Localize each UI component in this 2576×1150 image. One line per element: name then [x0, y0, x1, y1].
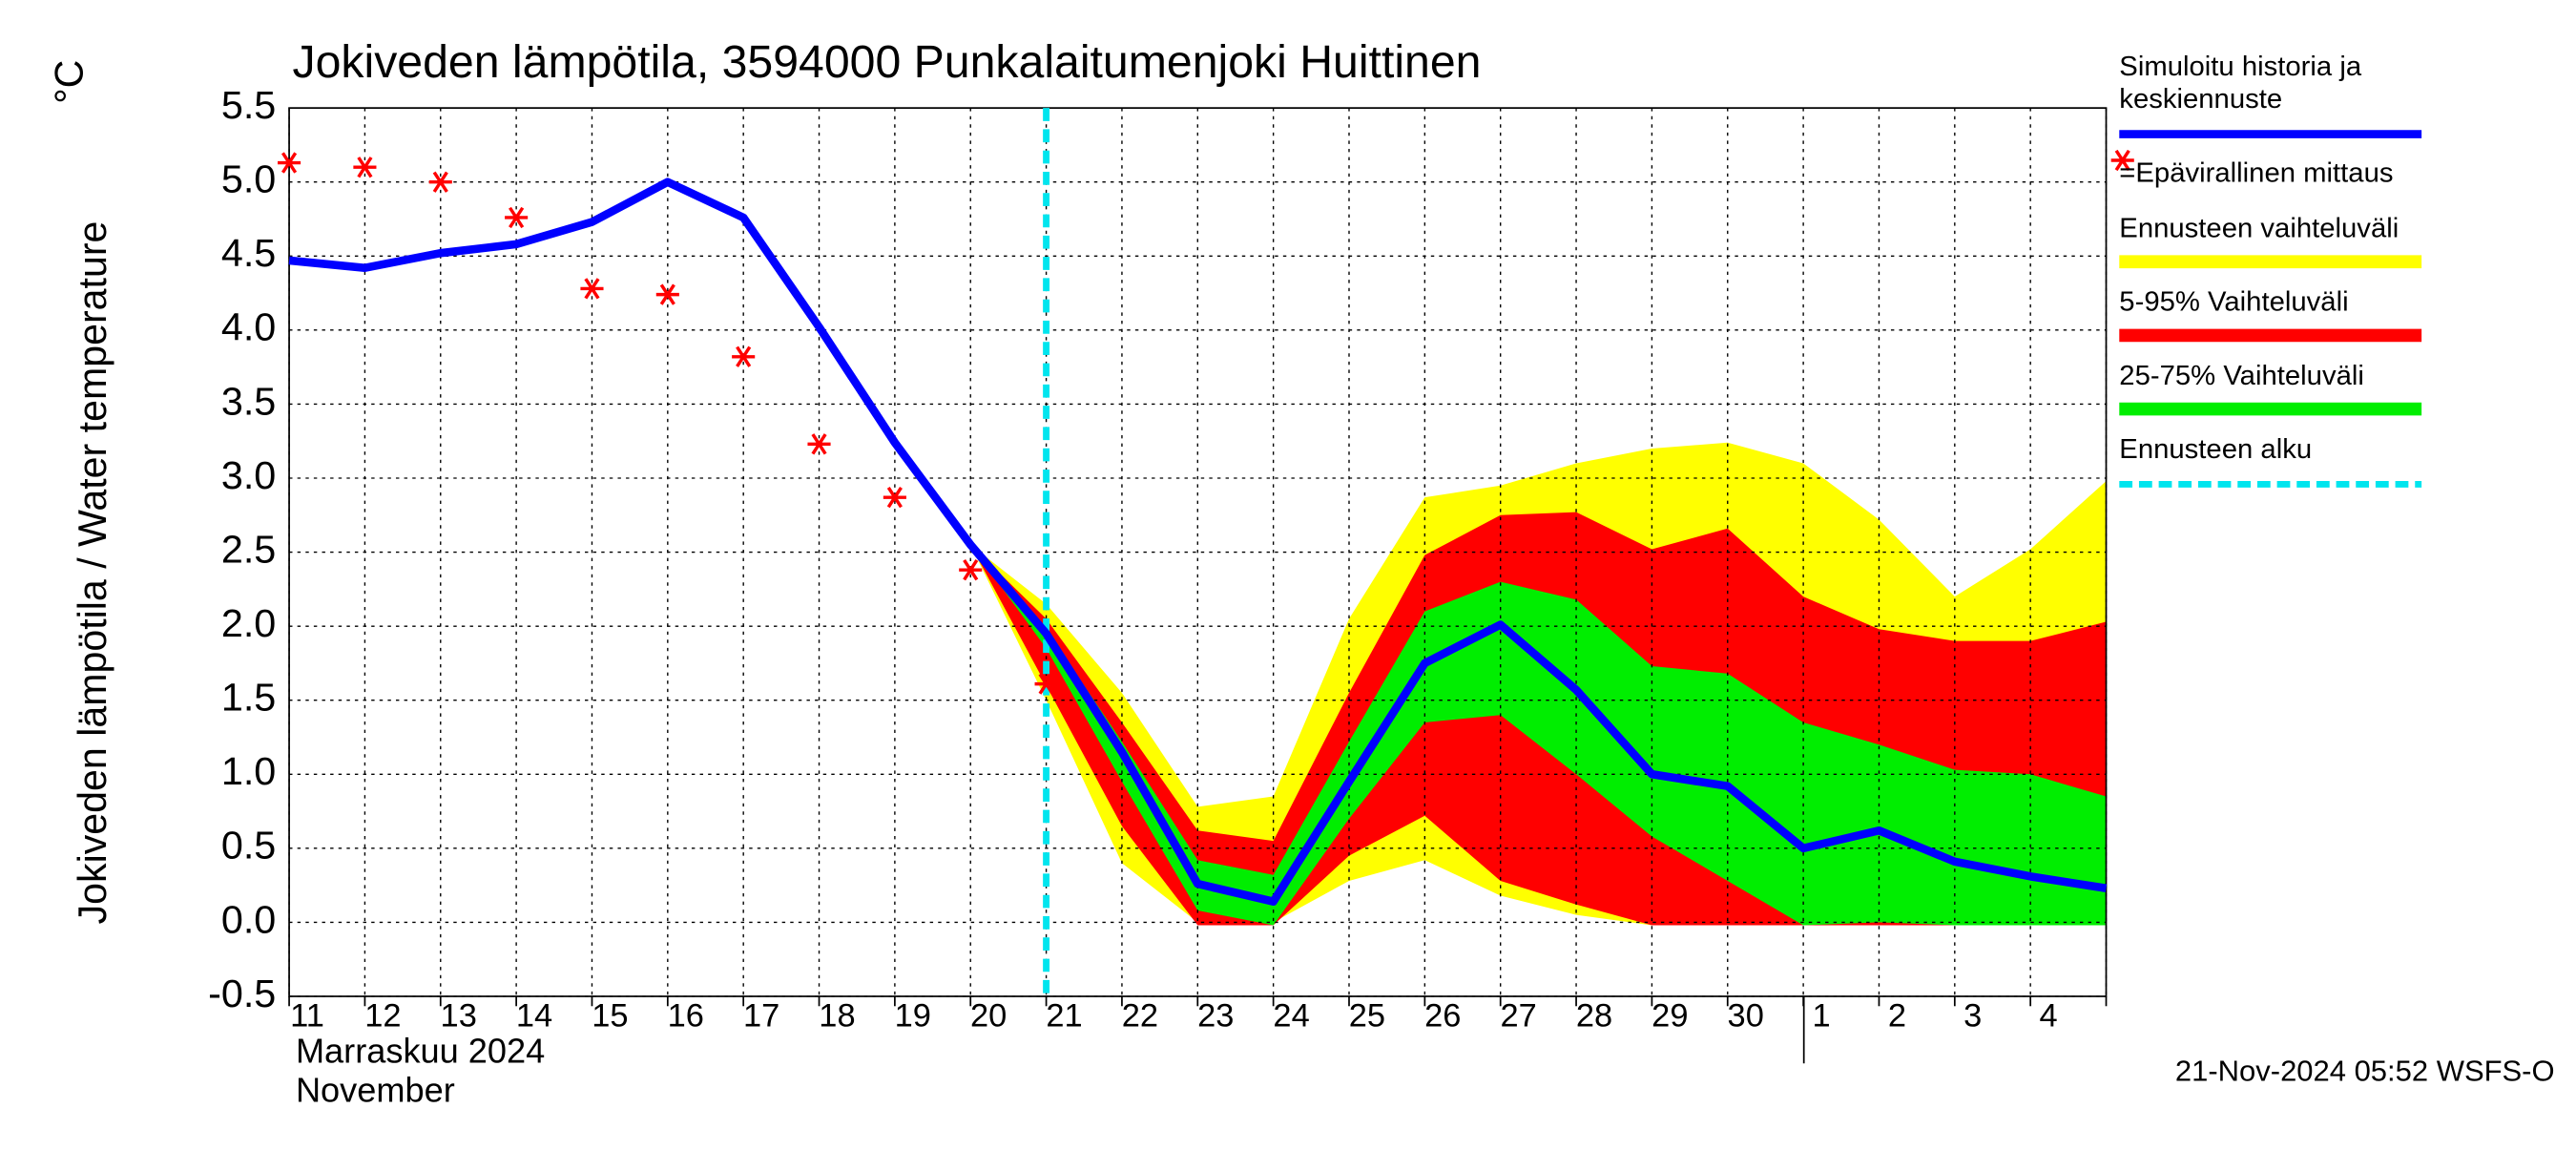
legend-label-box: Ennusteen vaihteluväli: [2119, 212, 2399, 244]
x-tick-label: 27: [1500, 997, 1536, 1034]
x-tick-label: 1: [1812, 997, 1830, 1034]
legend-label-box: Ennusteen alku: [2119, 433, 2313, 465]
legend-label: Simuloitu historia ja keskiennuste: [2119, 51, 2362, 115]
legend-label-box: 25-75% Vaihteluväli: [2119, 360, 2364, 391]
bands: [970, 442, 2107, 926]
x-axis-label: Marraskuu 2024: [296, 1032, 545, 1071]
y-tick-label: 0.5: [221, 824, 276, 868]
legend-label: Ennusteen alku: [2119, 433, 2313, 465]
measurement-marker: [278, 152, 301, 174]
legend-label: 5-95% Vaihteluväli: [2119, 286, 2349, 318]
y-tick-label: 5.5: [221, 83, 276, 127]
y-tick-label: 1.5: [221, 676, 276, 720]
measurement-marker: [1034, 673, 1058, 695]
x-tick-label: 25: [1349, 997, 1385, 1034]
y-tick-label: 0.0: [221, 897, 276, 941]
x-tick-label: 29: [1652, 997, 1688, 1034]
x-tick-label: 20: [970, 997, 1007, 1034]
measurement-marker: [655, 283, 679, 305]
legend-label: =Epävirallinen mittaus: [2119, 157, 2394, 189]
y-tick-label: 2.0: [221, 601, 276, 645]
x-tick-label: 24: [1273, 997, 1309, 1034]
y-tick-label: 5.0: [221, 157, 276, 201]
x-tick-label: 23: [1197, 997, 1234, 1034]
band-area: [970, 544, 2107, 926]
y-tick-label: 4.5: [221, 231, 276, 275]
y-tick-label: 3.5: [221, 379, 276, 423]
measurement-marker: [959, 559, 983, 581]
x-tick-label: 28: [1576, 997, 1612, 1034]
y-unit: °C: [48, 60, 92, 104]
x-tick-label: 17: [743, 997, 779, 1034]
legend-label: 25-75% Vaihteluväli: [2119, 360, 2364, 391]
measurement-marker: [353, 157, 377, 178]
x-tick-label: 22: [1122, 997, 1158, 1034]
measurement-marker: [807, 433, 831, 455]
plot-frame: [288, 107, 2108, 997]
x-tick-label: 26: [1424, 997, 1461, 1034]
measurement-marker: [505, 206, 529, 229]
series-line: [288, 178, 2108, 906]
x-tick-label: 11: [290, 997, 324, 1034]
x-tick-label: 30: [1728, 997, 1764, 1034]
y-tick-label: 4.0: [221, 305, 276, 349]
x-tick-label: 2: [1888, 997, 1906, 1034]
y-axis-label: Jokiveden lämpötila / Water temperature: [71, 221, 114, 925]
legend-label: Ennusteen vaihteluväli: [2119, 212, 2399, 244]
x-tick-label: 3: [1963, 997, 1982, 1034]
x-tick-label: 19: [895, 997, 931, 1034]
legend-label-box: =Epävirallinen mittaus: [2119, 157, 2394, 189]
x-tick-label: 18: [819, 997, 855, 1034]
x-tick-label: 21: [1046, 997, 1082, 1034]
x-tick-label: 12: [364, 997, 401, 1034]
y-tick-label: 2.5: [221, 528, 276, 572]
measurement-marker: [428, 171, 452, 193]
y-tick-label: -0.5: [208, 972, 276, 1015]
x-tick-label: 16: [668, 997, 704, 1034]
measurement-marker: [883, 487, 906, 509]
x-tick-label: 4: [2040, 997, 2058, 1034]
chart-title: Jokiveden lämpötila, 3594000 Punkalaitum…: [293, 36, 1482, 88]
measurement-marker: [580, 278, 604, 300]
x-tick-label: 15: [592, 997, 628, 1034]
y-tick-label: 1.0: [221, 749, 276, 793]
x-tick-label: 14: [516, 997, 552, 1034]
legend-label-box: 5-95% Vaihteluväli: [2119, 286, 2349, 318]
measurement-marker: [732, 345, 756, 367]
legend-swatch: [2110, 149, 2134, 172]
footer: 21-Nov-2024 05:52 WSFS-O: [2175, 1055, 2555, 1088]
x-tick-label: 13: [441, 997, 477, 1034]
x-axis-label: November: [296, 1071, 455, 1110]
legend-label-box: Simuloitu historia ja keskiennuste: [2119, 51, 2362, 115]
y-tick-label: 3.0: [221, 453, 276, 497]
